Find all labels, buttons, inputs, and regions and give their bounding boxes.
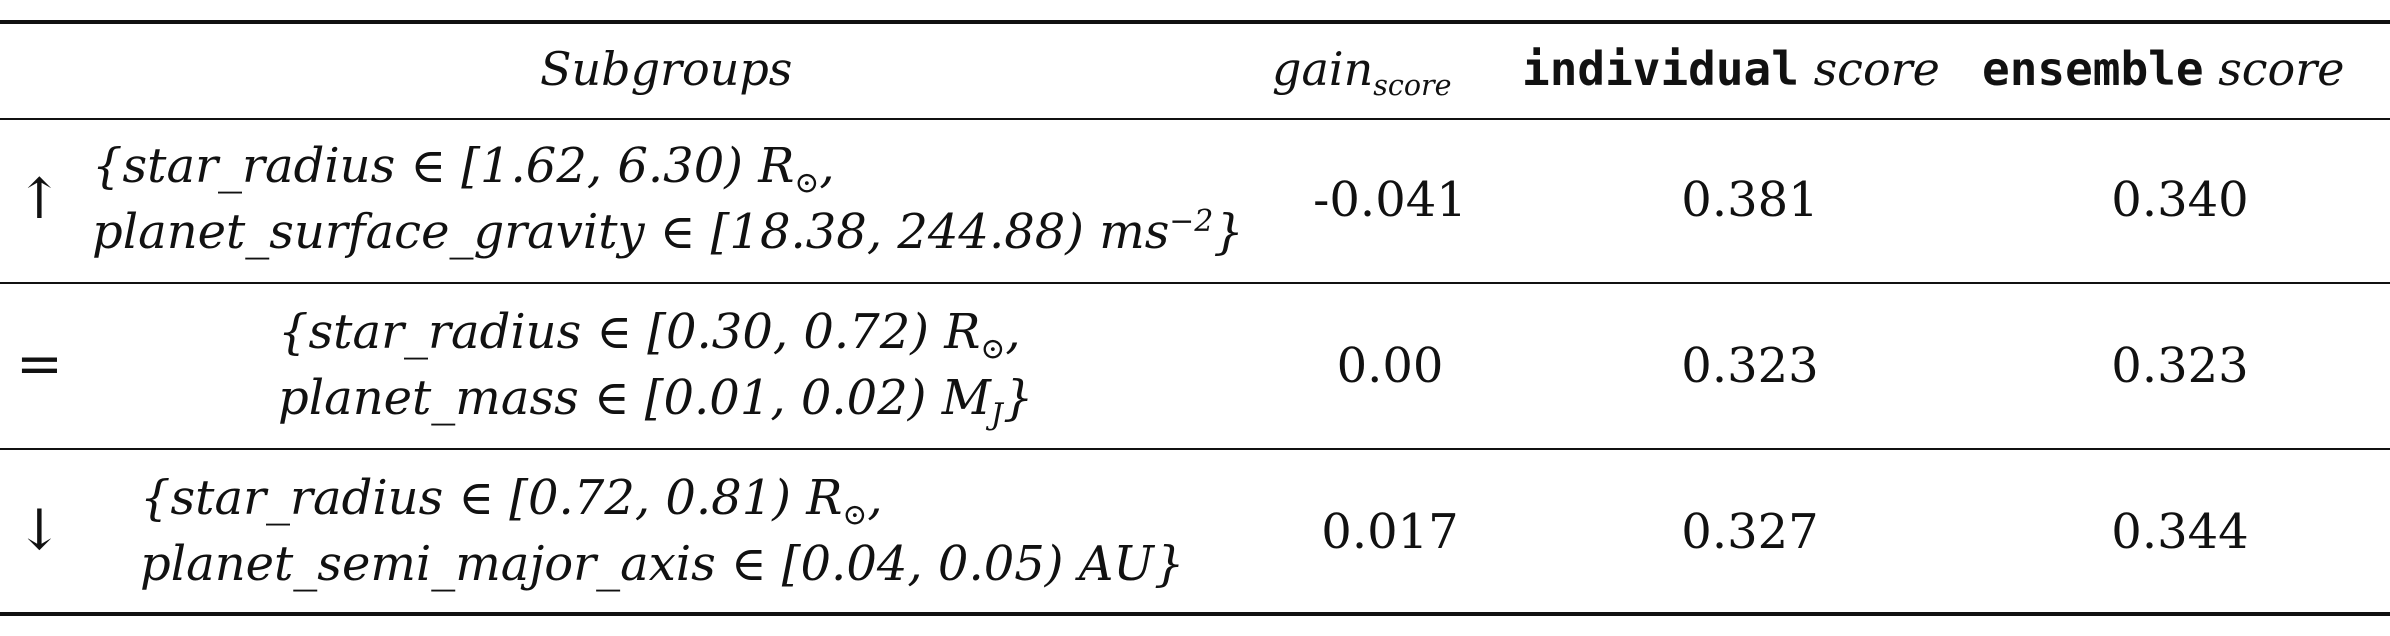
bottom-rule <box>0 612 2390 616</box>
row3-line1-text: {star_radius ∈ [0.72, 0.81) R <box>140 470 843 526</box>
row1-individual: 0.381 <box>1681 172 1819 228</box>
row2-ensemble: 0.323 <box>2111 338 2249 394</box>
header-individual-score: individual score <box>1522 40 1940 98</box>
header-subgroups: Subgroups <box>540 42 793 96</box>
row2-line1-end: , <box>1005 304 1021 360</box>
row2-gain: 0.00 <box>1336 338 1444 394</box>
row3-ensemble: 0.344 <box>2111 504 2249 560</box>
header-gain-main: gain <box>1272 42 1374 96</box>
row3-arrow-down: ↓ <box>16 498 63 563</box>
header-gain-score: gainscore <box>1272 40 1452 100</box>
row3-line1-sub: ⊙ <box>842 497 868 533</box>
header-ensemble-it: score <box>2218 42 2345 96</box>
row1-subgroup-line1: {star_radius ∈ [1.62, 6.30) R⊙, <box>92 132 835 200</box>
row3-line1-end: , <box>867 470 883 526</box>
row3-gain: 0.017 <box>1321 504 1459 560</box>
row2-equals: = <box>16 332 63 397</box>
row2-line1-sub: ⊙ <box>980 331 1006 367</box>
header-ensemble-mono: ensemble <box>1982 42 2204 96</box>
row1-line2-end: } <box>1213 204 1244 260</box>
row2-individual: 0.323 <box>1681 338 1819 394</box>
row3-individual: 0.327 <box>1681 504 1819 560</box>
row1-ensemble: 0.340 <box>2111 172 2249 228</box>
row1-line1-text: {star_radius ∈ [1.62, 6.30) R <box>92 138 795 194</box>
row1-subgroup-line2: planet_surface_gravity ∈ [18.38, 244.88)… <box>92 198 1244 266</box>
row2-line2-end: } <box>1002 370 1034 426</box>
row2-subgroup-line1: {star_radius ∈ [0.30, 0.72) R⊙, <box>278 298 1021 366</box>
row2-line1-text: {star_radius ∈ [0.30, 0.72) R <box>278 304 981 360</box>
row2-line2-sub: J <box>990 397 1003 433</box>
header-individual-mono: individual <box>1522 42 1799 96</box>
row1-line1-end: , <box>819 138 835 194</box>
row1-gain: -0.041 <box>1313 172 1467 228</box>
row3-subgroup-line1: {star_radius ∈ [0.72, 0.81) R⊙, <box>140 464 883 532</box>
row1-line2-sup: −2 <box>1169 204 1214 239</box>
row1-line2-text: planet_surface_gravity ∈ [18.38, 244.88)… <box>92 204 1170 260</box>
row2-line2-text: planet_mass ∈ [0.01, 0.02) M <box>278 370 991 426</box>
header-gain-sub: score <box>1373 69 1452 103</box>
row-rule-2 <box>0 448 2390 450</box>
row2-subgroup-line2: planet_mass ∈ [0.01, 0.02) MJ} <box>278 364 1033 432</box>
row-rule-1 <box>0 282 2390 284</box>
header-individual-it: score <box>1813 42 1940 96</box>
top-rule <box>0 20 2390 24</box>
row1-line1-sub: ⊙ <box>794 165 820 201</box>
row3-subgroup-line2: planet_semi_major_axis ∈ [0.04, 0.05) AU… <box>140 536 1185 592</box>
header-rule <box>0 118 2390 120</box>
row1-arrow-up: ↑ <box>16 167 63 232</box>
header-ensemble-score: ensemble score <box>1982 40 2344 98</box>
